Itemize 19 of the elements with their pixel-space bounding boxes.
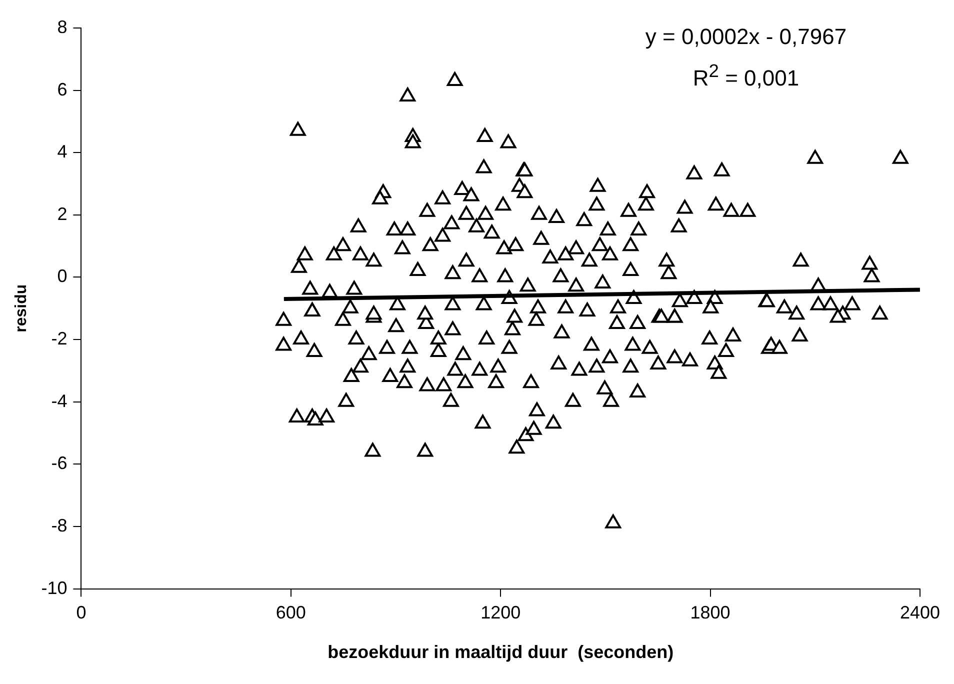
x-tick-label: 2400 (900, 602, 940, 623)
y-tick-label: 2 (57, 204, 68, 224)
x-tick-label: 1800 (690, 602, 730, 623)
y-tick-label: 8 (57, 16, 68, 37)
y-tick-label: 4 (57, 142, 68, 162)
y-axis-title: residu (13, 284, 30, 332)
y-tick-label: -8 (51, 515, 68, 536)
x-axis-title: bezoekduur in maaltijd duur (seconden) (328, 642, 674, 662)
annotation: y = 0,0002x - 0,7967 (644, 23, 848, 51)
x-tick-label: 0 (76, 602, 86, 623)
y-tick-label: 0 (57, 266, 68, 286)
y-tick-label: -2 (51, 328, 68, 349)
y-tick-label: -6 (51, 453, 68, 474)
y-tick-label: -4 (51, 390, 68, 411)
x-tick-label: 600 (276, 602, 306, 623)
y-tick-label: 6 (57, 79, 68, 100)
x-tick-label: 1200 (480, 602, 521, 623)
y-tick-label: -10 (41, 578, 68, 598)
annotation: R$^{2}$ = 0,001 (692, 59, 800, 92)
